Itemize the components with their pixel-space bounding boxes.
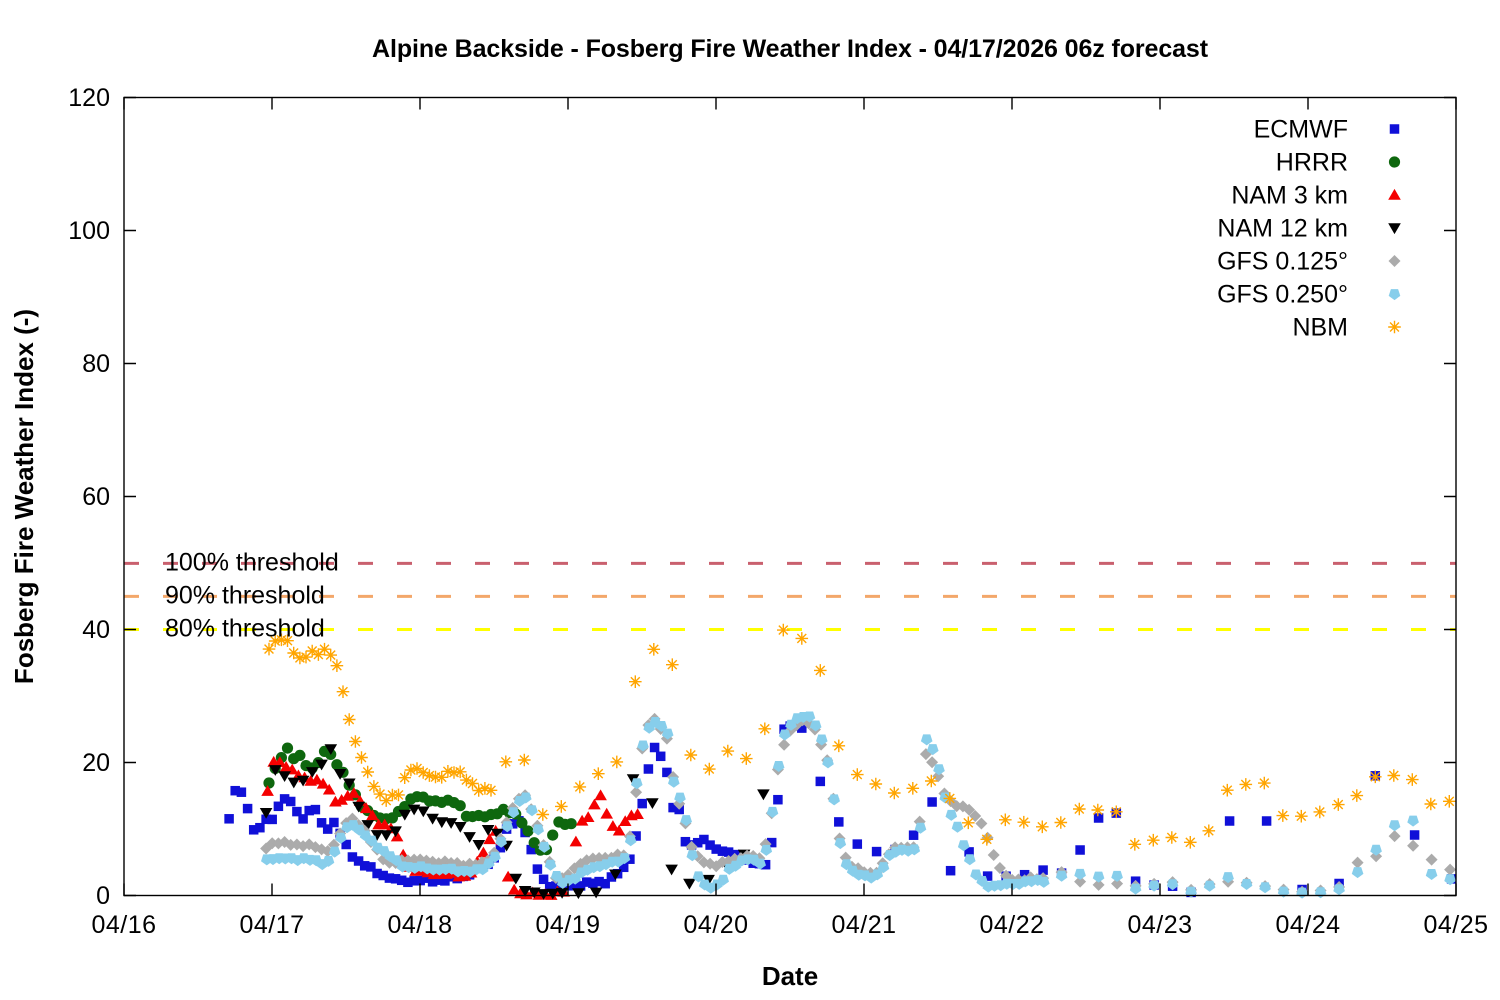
svg-text:20: 20 [82,749,110,777]
svg-text:04/18: 04/18 [387,911,452,939]
svg-text:80: 80 [82,350,110,378]
svg-text:100% threshold: 100% threshold [165,549,339,577]
svg-text:04/20: 04/20 [683,911,748,939]
svg-text:04/25: 04/25 [1423,911,1488,939]
svg-text:40: 40 [82,616,110,644]
svg-text:04/23: 04/23 [1127,911,1192,939]
svg-text:NAM 12 km: NAM 12 km [1217,215,1348,243]
svg-text:ECMWF: ECMWF [1254,116,1348,144]
svg-text:90% threshold: 90% threshold [165,582,325,610]
svg-text:04/19: 04/19 [535,911,600,939]
svg-text:0: 0 [96,882,110,910]
svg-text:120: 120 [68,84,110,112]
svg-text:80% threshold: 80% threshold [165,615,325,643]
svg-text:04/17: 04/17 [239,911,304,939]
svg-text:Alpine Backside - Fosberg Fire: Alpine Backside - Fosberg Fire Weather I… [372,35,1209,63]
svg-text:Date: Date [762,961,818,991]
svg-text:04/22: 04/22 [979,911,1044,939]
svg-text:04/16: 04/16 [91,911,156,939]
svg-text:Fosberg Fire Weather Index (-): Fosberg Fire Weather Index (-) [9,309,39,684]
svg-text:GFS 0.125°: GFS 0.125° [1217,248,1348,276]
svg-text:HRRR: HRRR [1276,149,1348,177]
svg-text:04/21: 04/21 [831,911,896,939]
svg-text:100: 100 [68,217,110,245]
svg-text:NBM: NBM [1292,314,1348,342]
svg-text:04/24: 04/24 [1275,911,1340,939]
svg-text:GFS 0.250°: GFS 0.250° [1217,281,1348,309]
svg-text:NAM 3 km: NAM 3 km [1231,182,1348,210]
svg-text:60: 60 [82,483,110,511]
